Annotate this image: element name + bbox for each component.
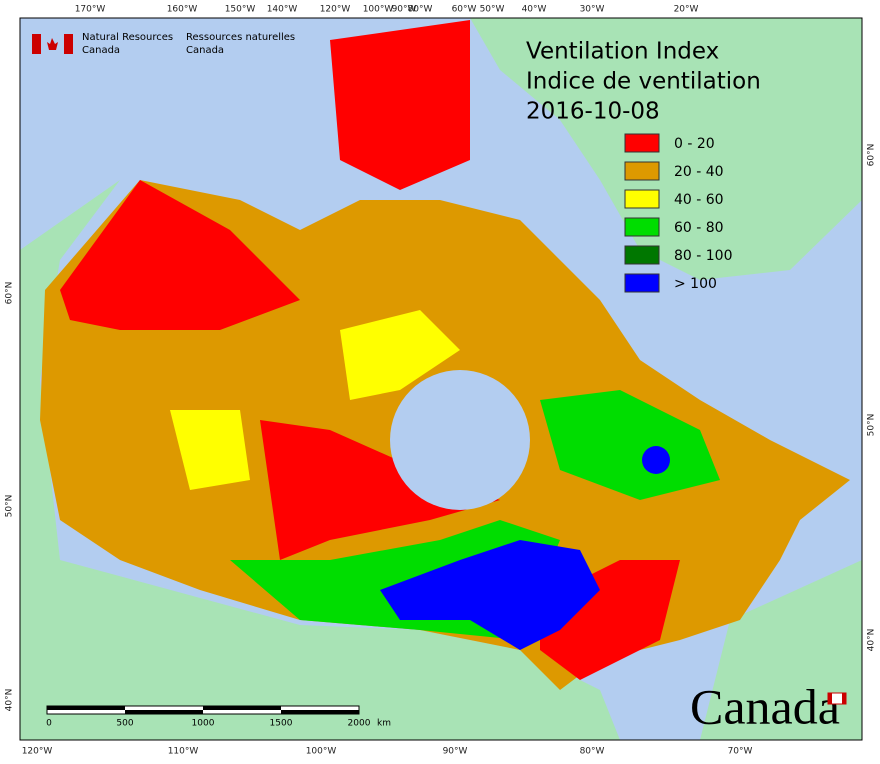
scale-label: 0: [46, 719, 52, 729]
graticule-label: 60°W: [452, 5, 477, 15]
graticule-label: 60°N: [5, 282, 15, 305]
scale-label: 1000: [192, 719, 215, 729]
land-east: [700, 560, 862, 740]
agency-fr: Canada: [186, 45, 224, 56]
graticule-label: 40°N: [5, 689, 15, 712]
title: Ventilation Index: [526, 39, 719, 65]
legend-label: 40 - 60: [674, 192, 724, 208]
graticule-label: 140°W: [267, 5, 298, 15]
scale-label: 2000: [348, 719, 371, 729]
scale-label: 500: [116, 719, 133, 729]
land-usa: [20, 180, 620, 740]
graticule-label: 30°W: [580, 5, 605, 15]
graticule-label: 60°N: [867, 144, 877, 167]
zone-blue: [380, 540, 600, 650]
zone-yellow: [340, 310, 460, 400]
legend-label: 0 - 20: [674, 136, 715, 152]
legend-label: 80 - 100: [674, 248, 733, 264]
legend-swatch: [624, 273, 660, 293]
graticule-label: 50°N: [867, 414, 877, 437]
graticule-label: 160°W: [167, 5, 198, 15]
zone-red: [260, 420, 500, 560]
scale-segment: [47, 706, 125, 710]
graticule-label: 170°W: [75, 5, 106, 15]
graticule-label: 50°W: [480, 5, 505, 15]
zone-green: [540, 390, 720, 500]
scale-segment: [125, 710, 203, 714]
graticule-label: 120°W: [320, 5, 351, 15]
scale-segment: [281, 710, 359, 714]
scale-unit: km: [377, 719, 391, 729]
agency-en: Natural Resources: [82, 32, 173, 43]
graticule-label: 150°W: [225, 5, 256, 15]
hudson-bay: [390, 370, 530, 510]
agency-en: Canada: [82, 45, 120, 56]
zone-yellow: [170, 410, 250, 490]
map-border: [19, 17, 863, 741]
legend-label: 20 - 40: [674, 164, 724, 180]
scale-segment: [203, 706, 281, 710]
date: 2016-10-08: [526, 99, 660, 125]
graticule-label: 100°W: [306, 747, 337, 757]
legend-swatch: [624, 245, 660, 265]
legend-label: 60 - 80: [674, 220, 724, 236]
graticule-label: 40°N: [867, 629, 877, 652]
graticule-label: 90°W: [443, 747, 468, 757]
legend-swatch: [624, 161, 660, 181]
legend-swatch: [624, 133, 660, 153]
greenland: [470, 18, 862, 280]
graticule-label: 50°N: [5, 495, 15, 518]
legend-label: > 100: [674, 276, 717, 292]
graticule-label: 40°W: [522, 5, 547, 15]
zone-blue: [642, 446, 670, 474]
nrcan-logo: [32, 34, 73, 54]
graticule-label: 120°W: [22, 747, 53, 757]
zone-red: [60, 180, 300, 330]
zone-red-arctic: [330, 20, 470, 190]
graticule-label: 80°W: [408, 5, 433, 15]
scale-label: 1500: [270, 719, 293, 729]
graticule-label: 70°W: [728, 747, 753, 757]
wordmark: Canada: [690, 678, 840, 734]
graticule-label: 90°W: [392, 5, 417, 15]
agency-fr: Ressources naturelles: [186, 32, 295, 43]
graticule-label: 110°W: [168, 747, 199, 757]
graticule-label: 80°W: [580, 747, 605, 757]
graticule-label: 100°W: [363, 5, 394, 15]
legend-swatch: [624, 217, 660, 237]
wordmark-flag: [827, 692, 847, 705]
graticule-label: 20°W: [674, 5, 699, 15]
legend-swatch: [624, 189, 660, 209]
title: Indice de ventilation: [526, 69, 761, 95]
